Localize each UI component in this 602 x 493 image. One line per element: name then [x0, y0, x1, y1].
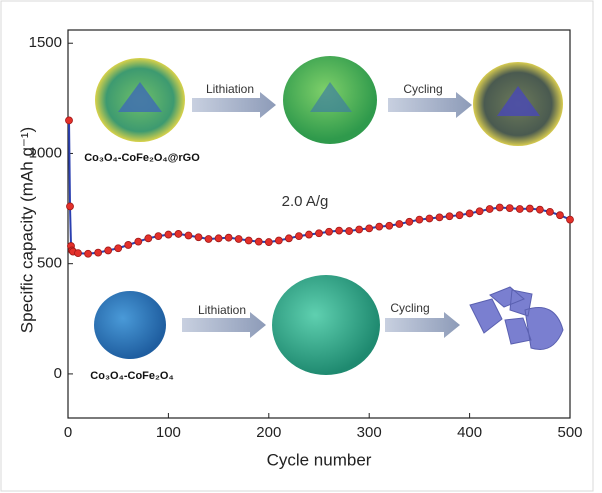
- data-point: [315, 229, 323, 238]
- data-point: [345, 227, 354, 235]
- data-point: [405, 217, 414, 226]
- x-tick-label: 0: [64, 424, 72, 441]
- illustration: [94, 56, 564, 375]
- annotation: 2.0 A/g: [282, 193, 329, 210]
- data-point: [335, 226, 343, 235]
- data-point: [74, 249, 82, 258]
- data-point: [355, 225, 364, 234]
- data-point: [535, 205, 544, 214]
- annotation: Lithiation: [206, 82, 254, 96]
- y-tick-label: 500: [37, 255, 62, 272]
- x-axis-title: Cycle number: [267, 450, 372, 469]
- data-point: [174, 230, 183, 238]
- data-point: [114, 244, 123, 253]
- x-tick-label: 300: [357, 424, 382, 441]
- data-point: [485, 205, 494, 213]
- data-point: [385, 221, 394, 230]
- data-point: [556, 211, 564, 220]
- data-point: [435, 213, 444, 222]
- data-point: [66, 202, 74, 211]
- data-point: [305, 230, 313, 239]
- x-tick-label: 500: [557, 424, 582, 441]
- data-point: [194, 233, 203, 242]
- data-point: [224, 233, 233, 242]
- data-point: [244, 236, 253, 245]
- data-point: [515, 205, 524, 213]
- annotation: Cycling: [403, 82, 442, 96]
- plot-frame: [67, 29, 571, 419]
- data-point: [415, 215, 424, 224]
- data-point: [325, 227, 333, 236]
- y-tick-label: 1000: [29, 144, 62, 161]
- data-point: [365, 224, 374, 233]
- data-point: [445, 212, 454, 221]
- y-tick-label: 0: [54, 365, 62, 382]
- data-point: [425, 214, 434, 223]
- data-point: [475, 207, 484, 216]
- y-tick-label: 1500: [29, 34, 62, 51]
- x-tick-label: 400: [457, 424, 482, 441]
- data-point: [94, 248, 103, 257]
- annotation: Lithiation: [198, 303, 246, 317]
- data-point: [455, 211, 464, 220]
- x-tick-label: 200: [256, 424, 281, 441]
- annotation: Cycling: [390, 301, 429, 315]
- data-point: [144, 234, 153, 243]
- data-point: [546, 207, 554, 216]
- data-point: [214, 234, 223, 243]
- data-point: [264, 238, 273, 246]
- data-point: [184, 231, 193, 240]
- data-point: [395, 220, 404, 228]
- data-point: [375, 222, 384, 231]
- x-tick-label: 100: [156, 424, 181, 441]
- data-point: [274, 236, 283, 245]
- data-point: [164, 230, 173, 239]
- data-point: [104, 246, 113, 255]
- annotation: Co₃O₄-CoFe₂O₄: [90, 370, 173, 382]
- data-point: [495, 203, 504, 212]
- annotation: Co₃O₄-CoFe₂O₄@rGO: [84, 152, 200, 164]
- data-point: [525, 204, 534, 213]
- data-point: [204, 235, 213, 243]
- data-point: [284, 234, 293, 243]
- data-point: [65, 116, 73, 125]
- data-point: [465, 209, 474, 218]
- data-point: [234, 235, 243, 243]
- data-point: [154, 232, 163, 241]
- data-point: [254, 237, 263, 246]
- data-point: [124, 241, 133, 249]
- data-point: [84, 249, 92, 258]
- data-point: [134, 237, 143, 246]
- y-axis-title: Specific capacity (mAh g⁻¹): [17, 127, 36, 333]
- data-point: [566, 215, 574, 224]
- data-point: [505, 204, 514, 213]
- data-point: [295, 232, 303, 241]
